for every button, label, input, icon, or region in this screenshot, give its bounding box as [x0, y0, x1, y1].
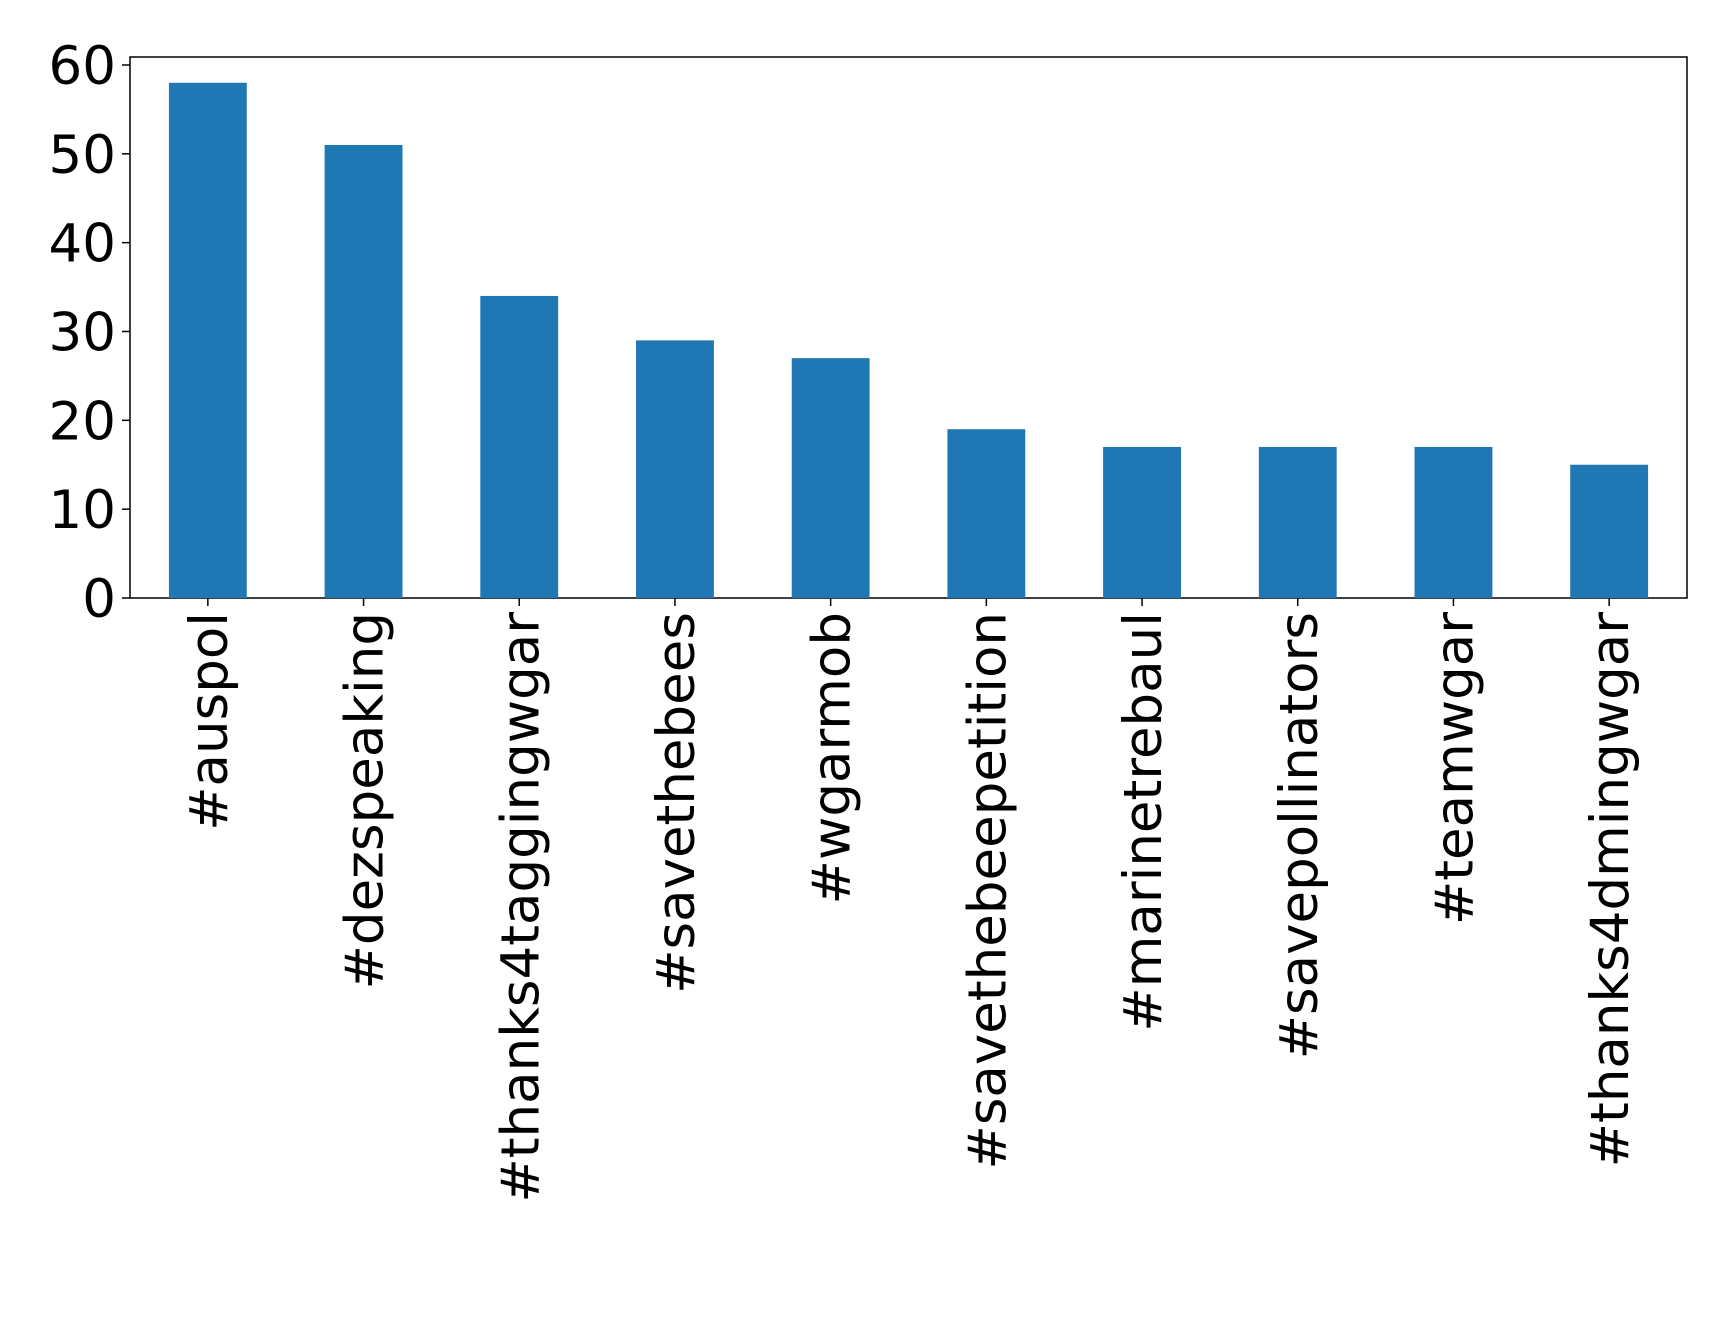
y-tick-label: 0	[82, 569, 116, 630]
y-tick-label: 20	[49, 391, 116, 452]
bar	[324, 144, 403, 599]
x-tick-label: #thanks4taggingwgar	[490, 612, 551, 1203]
bar	[947, 429, 1026, 598]
x-tick-label: #teamwgar	[1424, 612, 1485, 925]
y-tick-label: 50	[49, 125, 116, 186]
x-tick-label: #marinetrebaul	[1113, 612, 1174, 1032]
y-tick-label: 10	[49, 480, 116, 541]
bar	[636, 340, 714, 598]
axes-frame	[129, 56, 1688, 599]
y-tick-label: 60	[49, 36, 116, 97]
y-tick-label: 40	[49, 214, 116, 275]
x-tick-label: #auspol	[179, 612, 240, 831]
bar	[791, 358, 870, 598]
x-tick-label: #savethebeepetition	[957, 612, 1018, 1170]
bar	[1103, 446, 1181, 598]
x-tick-label: #thanks4dmingwgar	[1580, 612, 1641, 1168]
x-tick-label: #savepollinators	[1269, 612, 1330, 1059]
x-tick-label: #savethebees	[646, 612, 707, 994]
x-tick-label: #dezspeaking	[335, 612, 396, 989]
x-tick-label: #wgarmob	[802, 612, 863, 904]
bar	[1258, 446, 1337, 598]
bar	[1414, 446, 1493, 598]
bar	[168, 82, 247, 598]
bar	[1570, 464, 1649, 598]
bar	[480, 295, 559, 598]
y-tick-label: 30	[49, 302, 116, 363]
